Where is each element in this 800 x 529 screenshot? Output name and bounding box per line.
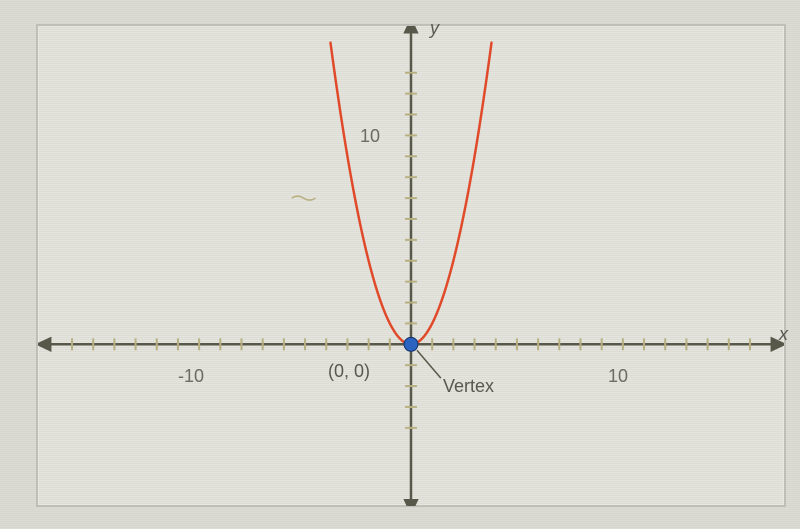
x-tick-neg10: -10	[178, 366, 204, 387]
parabola-plot	[38, 26, 784, 506]
x-axis-label: x	[779, 324, 788, 345]
y-axis-label: y	[430, 18, 439, 39]
vertex-point-label: (0, 0)	[328, 361, 370, 382]
x-tick-10: 10	[608, 366, 628, 387]
vertex-text-label: Vertex	[443, 376, 494, 397]
chart-panel: y x 10 -10 10 (0, 0) Vertex	[36, 24, 786, 507]
y-tick-10: 10	[360, 126, 380, 147]
